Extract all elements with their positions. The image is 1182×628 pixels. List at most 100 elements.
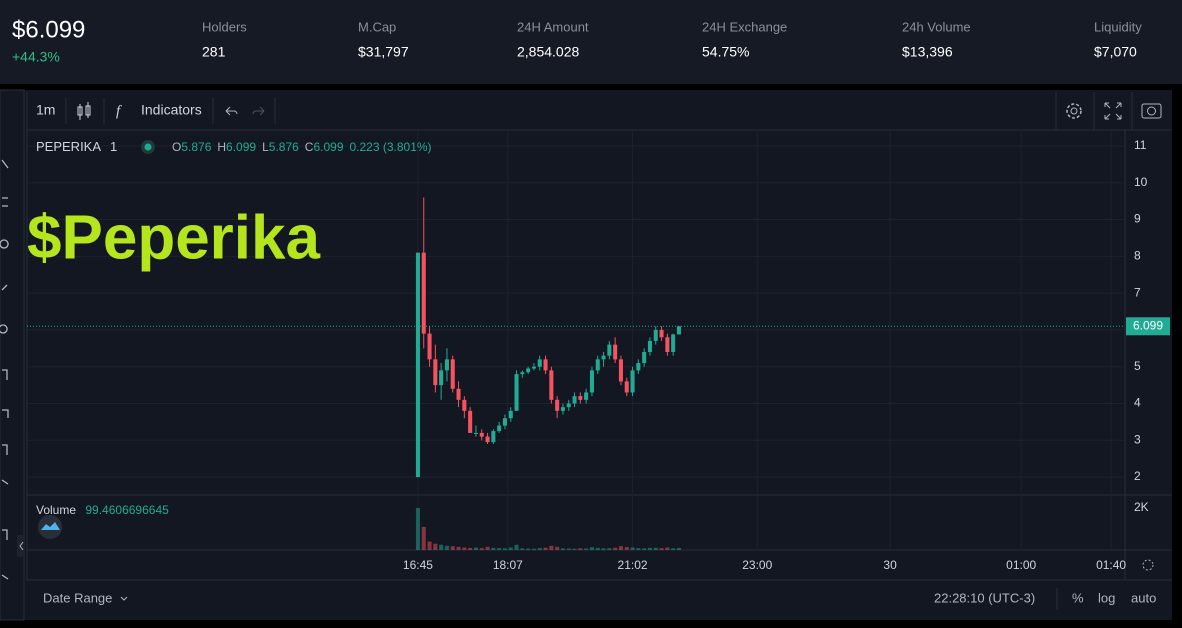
candle-body bbox=[584, 392, 589, 400]
legend-value: 5.876 bbox=[269, 140, 299, 154]
candle-body bbox=[560, 407, 565, 411]
volume-bar bbox=[589, 547, 594, 550]
volume-bar bbox=[578, 548, 583, 550]
stat-value: 281 bbox=[202, 44, 226, 60]
candle-body bbox=[479, 432, 484, 437]
legend-value: 6.099 bbox=[313, 140, 343, 154]
candle-body bbox=[421, 252, 426, 334]
auto-button[interactable]: auto bbox=[1131, 590, 1156, 605]
candle-body bbox=[566, 403, 571, 408]
x-tick-label: 16:45 bbox=[403, 558, 433, 572]
fullscreen-icon[interactable] bbox=[1104, 102, 1122, 120]
candle-body bbox=[613, 344, 618, 360]
candle-body bbox=[636, 363, 641, 371]
volume-bar bbox=[497, 548, 502, 550]
grid bbox=[27, 130, 1125, 550]
volume-bar bbox=[607, 548, 612, 550]
indicators-button[interactable]: Indicators bbox=[141, 102, 202, 118]
volume-bar bbox=[676, 547, 681, 550]
volume-bar bbox=[653, 547, 658, 550]
stat-value: 54.75% bbox=[702, 44, 749, 60]
legend-value: 6.099 bbox=[226, 140, 256, 154]
candle-body bbox=[653, 329, 658, 341]
candle-body bbox=[462, 399, 467, 411]
fx-icon[interactable]: f bbox=[116, 103, 122, 119]
legend-label: L bbox=[262, 140, 269, 154]
redo-icon[interactable] bbox=[252, 106, 265, 116]
candle-body bbox=[601, 355, 606, 360]
volume-bar bbox=[514, 544, 519, 550]
price: $6.099 bbox=[12, 16, 85, 43]
ohlc-legend: O5.876 H6.099 L5.876 C6.099 0.223 (3.801%) bbox=[172, 140, 432, 154]
stat-label: Liquidity bbox=[1094, 19, 1142, 34]
volume-bar bbox=[508, 547, 513, 550]
candle-body bbox=[659, 329, 664, 338]
stat-value: 2,854.028 bbox=[517, 44, 579, 60]
candle-body bbox=[444, 359, 449, 371]
y-tick-label: 9 bbox=[1134, 212, 1141, 226]
screenshot-lens bbox=[1147, 106, 1156, 116]
volume-bar bbox=[444, 545, 449, 550]
candle-body bbox=[526, 368, 531, 373]
plot bbox=[27, 197, 1125, 550]
candle-body bbox=[502, 418, 507, 426]
axis-settings-icon[interactable] bbox=[1142, 559, 1154, 571]
last-price-label: 6.099 bbox=[1133, 318, 1163, 332]
stat-value: $31,797 bbox=[358, 44, 409, 60]
interval-button[interactable]: 1m bbox=[36, 102, 55, 118]
x-tick-label: 21:02 bbox=[618, 558, 648, 572]
candle-body bbox=[415, 252, 420, 478]
volume-bar bbox=[566, 548, 571, 550]
volume-legend: Volume 99.4606696645 bbox=[36, 503, 169, 517]
volume-bar bbox=[462, 547, 467, 550]
change: +44.3% bbox=[12, 49, 60, 65]
candle-body bbox=[549, 370, 554, 400]
chart-panel bbox=[0, 90, 1172, 620]
volume-bar bbox=[618, 546, 623, 550]
legend: PEPERIKA 1 bbox=[36, 139, 117, 154]
volume-bar bbox=[433, 543, 438, 550]
candle-body bbox=[456, 388, 461, 400]
legend-value: 5.876 bbox=[181, 140, 211, 154]
candle-body bbox=[433, 359, 438, 386]
legend-label: H bbox=[217, 140, 226, 154]
stat-label: 24h Volume bbox=[902, 19, 971, 34]
candle-body bbox=[555, 399, 560, 411]
candle-body bbox=[671, 334, 676, 352]
volume-bar bbox=[624, 547, 629, 550]
undo-icon[interactable] bbox=[225, 106, 238, 116]
screenshot-icon[interactable] bbox=[1141, 103, 1162, 119]
volume-tick-label: 2K bbox=[1134, 500, 1149, 514]
settings-icon-core bbox=[1070, 107, 1078, 115]
status-dot bbox=[144, 143, 152, 151]
volume-bar bbox=[665, 547, 670, 550]
legend-label: O bbox=[172, 140, 181, 154]
collapse-button[interactable] bbox=[17, 535, 25, 557]
candle-body bbox=[468, 410, 473, 433]
volume-bar bbox=[601, 548, 606, 550]
volume-bar bbox=[630, 547, 635, 550]
volume-bar bbox=[526, 548, 531, 550]
candle-body bbox=[595, 359, 600, 371]
y-tick-label: 8 bbox=[1134, 249, 1141, 263]
candle-body bbox=[624, 381, 629, 393]
candle-body bbox=[450, 359, 455, 389]
candle-body bbox=[630, 370, 635, 393]
volume-bar bbox=[485, 546, 490, 550]
date-range[interactable]: Date Range bbox=[43, 590, 112, 605]
volume-bar bbox=[647, 547, 652, 550]
volume-bar bbox=[415, 507, 420, 550]
y-tick-label: 2 bbox=[1134, 469, 1141, 483]
percent-button[interactable]: % bbox=[1072, 590, 1084, 605]
left-tool-icons[interactable] bbox=[0, 159, 9, 580]
volume-name: Volume bbox=[36, 503, 76, 517]
interval: 1 bbox=[110, 139, 117, 154]
settings-icon[interactable] bbox=[1066, 103, 1082, 119]
log-button[interactable]: log bbox=[1098, 590, 1115, 605]
volume-bar bbox=[595, 547, 600, 550]
stat-label: Holders bbox=[202, 19, 247, 34]
volume-bar bbox=[439, 544, 444, 550]
chart-type-icon[interactable] bbox=[77, 102, 91, 120]
candle-body bbox=[647, 340, 652, 352]
volume-bar bbox=[543, 547, 548, 550]
